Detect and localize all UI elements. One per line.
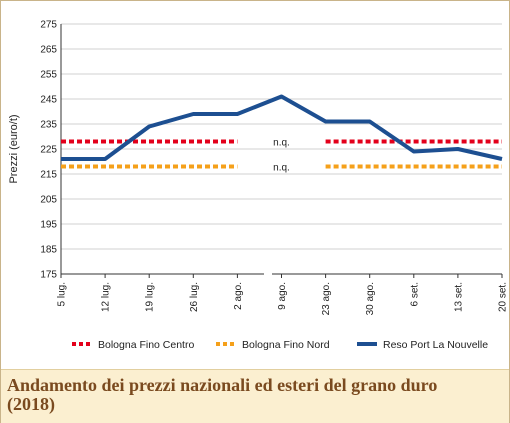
x-tick-label-3: 26 lug. [189, 282, 200, 312]
nq-annotation-1: n.q. [273, 163, 290, 174]
x-tick-label-6: 23 ago. [321, 282, 332, 315]
y-tick-label-275: 275 [40, 20, 57, 31]
caption-title: Andamento dei prezzi nazionali ed esteri… [7, 375, 438, 414]
line-chart: 175 185 195 205 215 225 235 245 255 265 275 5 lug. 1… [8, 20, 509, 352]
series-line-2-0 [61, 94, 503, 161]
x-tick-label-0: 5 lug. [57, 282, 68, 306]
nq-annotation-0: n.q. [273, 138, 290, 149]
y-tick-label-255: 255 [40, 70, 57, 81]
y-tick-label-225: 225 [40, 145, 57, 156]
x-tick-label-4: 2 ago. [233, 282, 244, 310]
y-axis-label: Prezzi (euro/t) [8, 114, 20, 183]
axes: 175 185 195 205 215 225 235 245 255 265 275 5 lug. 1… [40, 20, 508, 316]
y-tick-label-235: 235 [40, 120, 57, 131]
y-tick-label-245: 245 [40, 95, 57, 106]
x-tick-label-9: 13 set. [453, 282, 464, 312]
series [60, 94, 503, 169]
x-tick-label-1: 12 lug. [101, 282, 112, 312]
y-tick-label-265: 265 [40, 45, 57, 56]
x-tick-label-2: 19 lug. [145, 282, 156, 312]
y-tick-label-205: 205 [40, 195, 57, 206]
y-tick-label-195: 195 [40, 220, 57, 231]
x-tick-label-10: 20 set. [498, 282, 509, 312]
x-tick-label-7: 30 ago. [365, 282, 376, 315]
legend-label-2: Reso Port La Nouvelle [383, 339, 488, 351]
caption-box: Andamento dei prezzi nazionali ed esteri… [1, 369, 509, 423]
y-tick-label-215: 215 [40, 170, 57, 181]
x-tick-label-8: 6 set. [409, 282, 420, 306]
y-tick-label-185: 185 [40, 245, 57, 256]
x-tick-label-5: 9 ago. [277, 282, 288, 310]
annotations: n.q. n.q. [273, 138, 290, 174]
legend-label-1: Bologna Fino Nord [242, 339, 330, 351]
legend: Bologna Fino Centro Bologna Fino Nord Reso… [72, 339, 488, 351]
legend-label-0: Bologna Fino Centro [98, 339, 194, 351]
y-tick-label-175: 175 [40, 270, 57, 281]
